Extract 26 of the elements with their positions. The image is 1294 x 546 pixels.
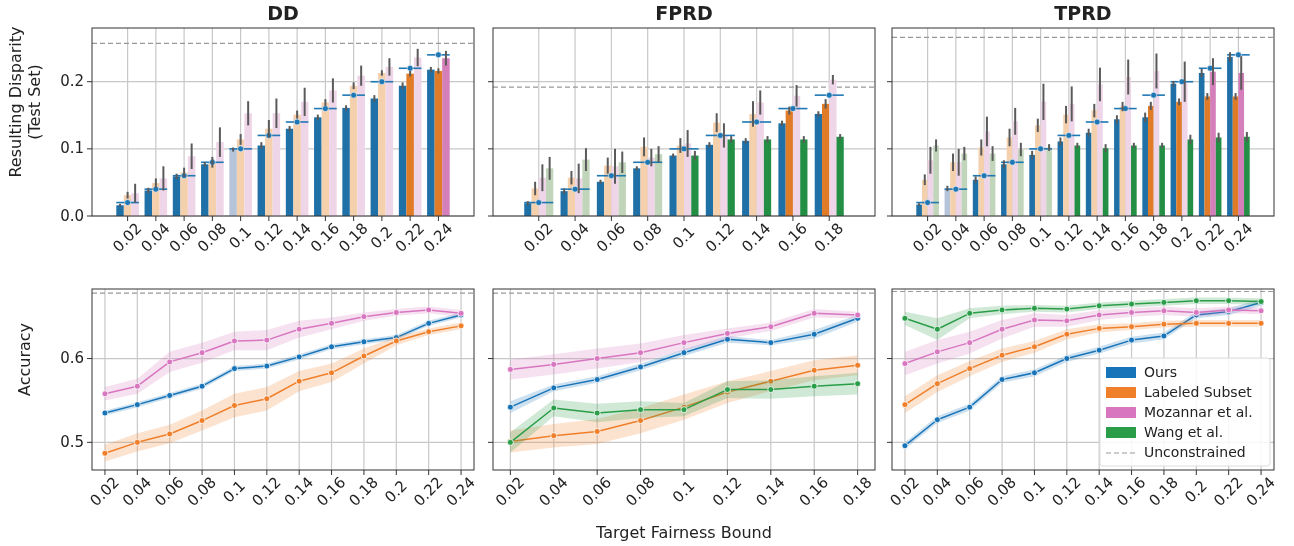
chart-title: DD (267, 2, 299, 24)
y-tick-label: 0.6 (60, 349, 84, 368)
x-tick-label: 0.1 (668, 476, 699, 507)
x-tick-label: 0.1 (219, 476, 249, 507)
x-tick-label: 0.1 (225, 222, 256, 253)
legend-label: Unconstrained (1144, 444, 1246, 460)
legend-label: Mozannar et al. (1144, 404, 1253, 420)
x-axis-title: Target Fairness Bound (595, 523, 772, 542)
x-tick-label: 0.2 (366, 222, 397, 253)
y-tick-label: 0.5 (60, 432, 84, 451)
legend-label: Ours (1144, 364, 1177, 380)
legend-label: Labeled Subset (1144, 384, 1253, 400)
y-axis-title: Accuracy (15, 322, 34, 397)
x-tick-label: 0.2 (1166, 222, 1197, 253)
x-tick-label: 0.1 (1025, 222, 1056, 253)
chart-title: TPRD (1054, 2, 1112, 24)
x-tick-label: 0.2 (1181, 476, 1211, 507)
x-tick-label: 0.1 (1019, 476, 1049, 507)
y-tick-label: 0.1 (60, 139, 84, 158)
y-tick-label: 0.0 (60, 206, 84, 225)
y-tick-label: 0.2 (60, 72, 84, 91)
legend-label: Wang et al. (1144, 424, 1224, 440)
y-axis-title: Resulting Disparity (Test Set) (6, 26, 44, 178)
x-tick-label: 0.2 (381, 476, 411, 507)
chart-title: FPRD (655, 2, 713, 24)
x-tick-label: 0.1 (668, 222, 699, 253)
